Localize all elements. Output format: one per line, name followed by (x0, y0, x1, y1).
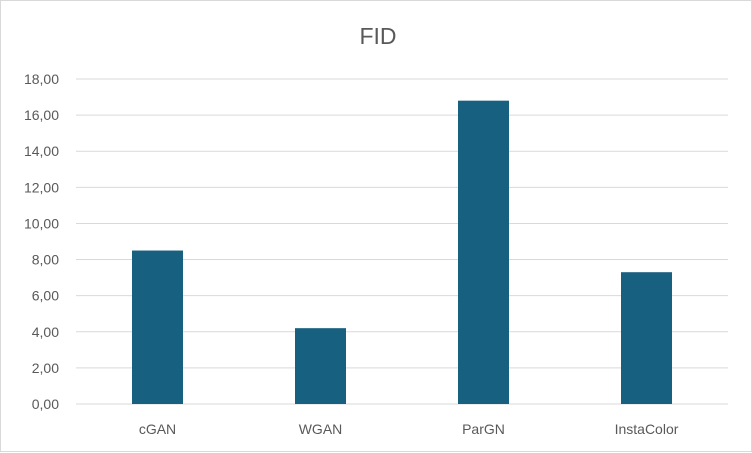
x-category-label: WGAN (299, 421, 343, 437)
y-tick-label: 16,00 (24, 107, 59, 123)
y-axis-tick-labels: 0,00 2,00 4,00 6,00 8,00 10,00 12,00 14,00 16,00… (24, 71, 59, 412)
y-tick-label: 10,00 (24, 215, 59, 231)
bar-cgan (132, 250, 183, 404)
gridlines (76, 78, 728, 405)
x-category-label: cGAN (139, 421, 176, 437)
y-tick-label: 6,00 (32, 288, 59, 304)
y-tick-label: 4,00 (32, 324, 59, 340)
bar-wgan (295, 328, 346, 404)
y-tick-label: 0,00 (32, 396, 59, 412)
x-category-label: ParGN (462, 421, 505, 437)
y-tick-label: 12,00 (24, 179, 59, 195)
y-tick-label: 8,00 (32, 252, 59, 268)
y-tick-label: 2,00 (32, 360, 59, 376)
y-tick-label: 18,00 (24, 71, 59, 87)
y-tick-label: 14,00 (24, 143, 59, 159)
x-axis-category-labels: cGAN WGAN ParGN InstaColor (139, 421, 679, 437)
bars (132, 100, 672, 405)
chart-title: FID (359, 23, 396, 49)
x-category-label: InstaColor (615, 421, 679, 437)
bar-instacolor (621, 272, 672, 404)
bar-pargn (458, 100, 509, 405)
